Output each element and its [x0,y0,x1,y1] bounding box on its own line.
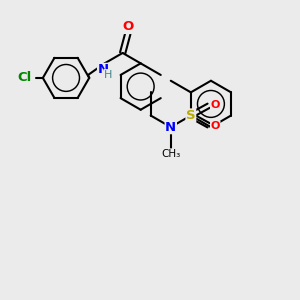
Text: N: N [98,63,109,76]
Text: O: O [211,100,220,110]
Text: O: O [122,20,134,33]
Text: S: S [186,109,196,122]
Text: CH₃: CH₃ [161,149,180,159]
Text: H: H [104,70,112,80]
Text: Cl: Cl [18,71,32,84]
Text: N: N [165,121,176,134]
Text: O: O [211,121,220,131]
